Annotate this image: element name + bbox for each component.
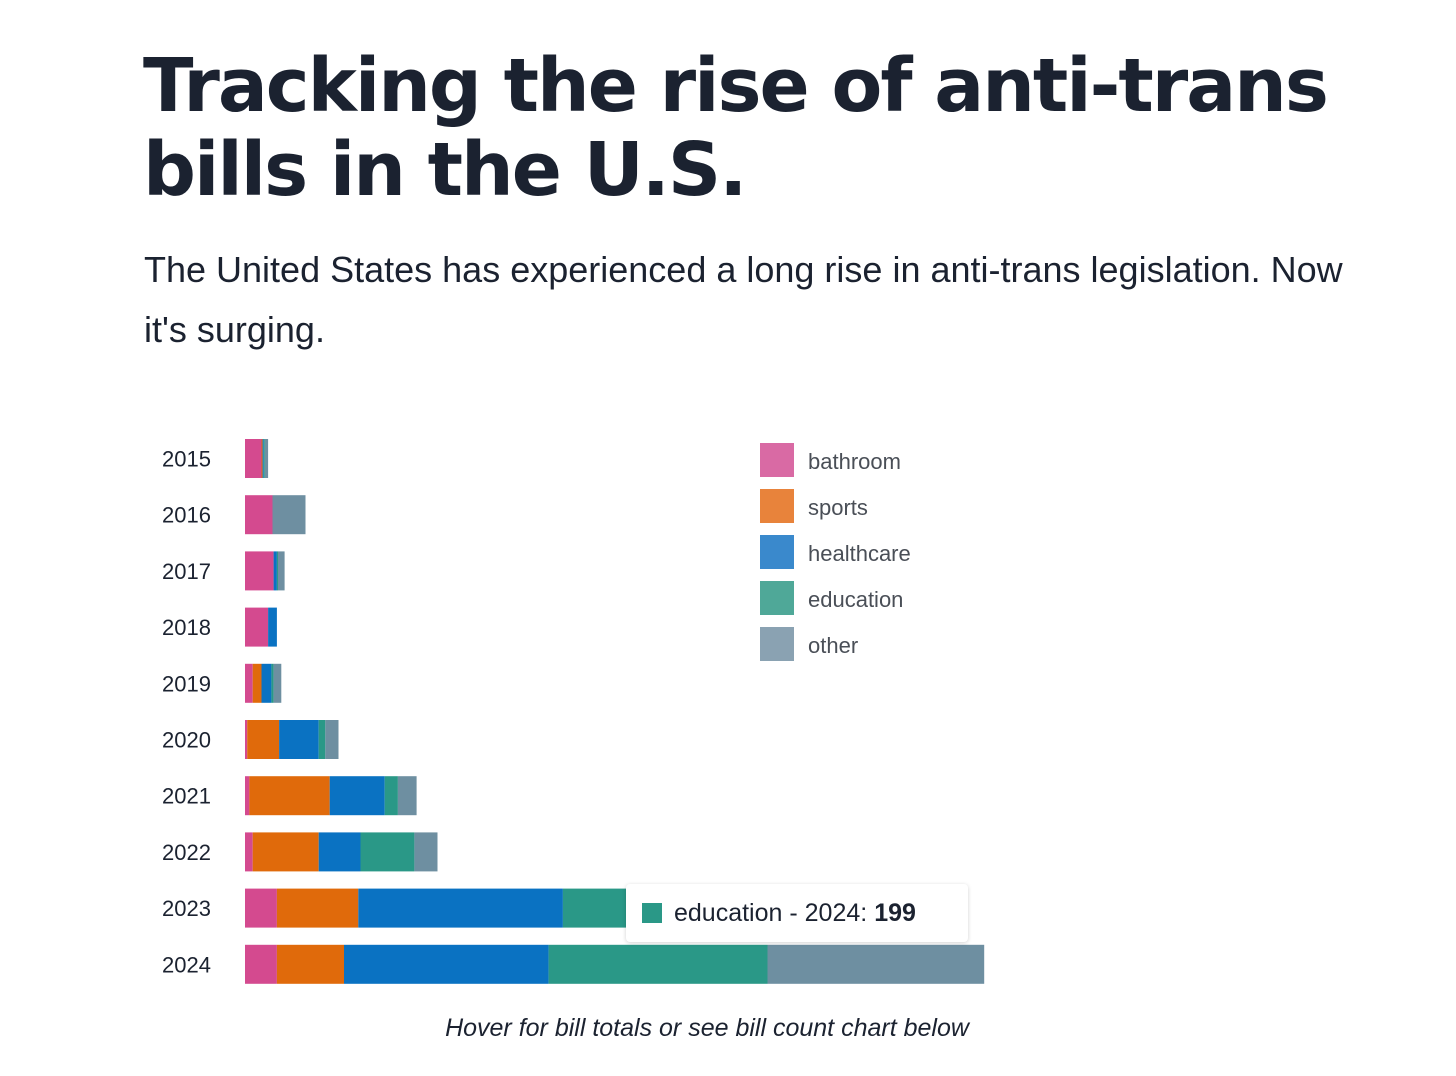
tooltip-category: 2024 <box>804 898 861 927</box>
bar-bathroom-2022[interactable] <box>245 832 253 872</box>
bar-healthcare-2024[interactable] <box>344 944 549 984</box>
legend-swatch-bathroom <box>760 443 794 477</box>
year-label-2023: 2023 <box>162 896 211 921</box>
legend: bathroom sports healthcare education other <box>760 443 911 661</box>
bar-education-2015[interactable] <box>263 439 265 478</box>
bar-other-2024[interactable] <box>767 944 985 984</box>
bar-bathroom-2020[interactable] <box>245 720 248 759</box>
year-labels: 2015 2016 2017 2018 2019 2020 2021 2022 2023 2024 <box>162 447 211 978</box>
tooltip-value: 199 <box>874 898 916 927</box>
legend-label-other: other <box>808 633 858 658</box>
bar-education-2024[interactable] <box>548 944 768 984</box>
bar-sports-2020[interactable] <box>247 720 280 759</box>
bar-healthcare-2021[interactable] <box>329 776 385 816</box>
bar-bathroom-2018[interactable] <box>245 607 269 647</box>
legend-label-bathroom: bathroom <box>808 449 901 474</box>
year-label-2018: 2018 <box>162 615 211 640</box>
bar-bathroom-2017[interactable] <box>245 551 274 591</box>
legend-label-healthcare: healthcare <box>808 541 911 566</box>
bar-healthcare-2022[interactable] <box>318 832 361 872</box>
bar-other-2021[interactable] <box>397 776 417 816</box>
bar-sports-2015[interactable] <box>261 439 263 478</box>
page-title: Tracking the rise of anti-trans bills in… <box>143 43 1329 213</box>
legend-swatch-healthcare <box>760 535 794 569</box>
bar-healthcare-2020[interactable] <box>279 720 319 759</box>
legend-swatch-sports <box>760 489 794 523</box>
bar-education-2021[interactable] <box>384 776 398 816</box>
bar-healthcare-2017[interactable] <box>273 551 277 591</box>
legend-swatch-education <box>760 581 794 615</box>
bar-education-2019[interactable] <box>271 663 274 703</box>
bar-sports-2019[interactable] <box>252 663 262 703</box>
bar-sports-2022[interactable] <box>252 832 319 872</box>
bar-bathroom-2023[interactable] <box>245 888 277 928</box>
year-label-2016: 2016 <box>162 503 211 528</box>
legend-label-sports: sports <box>808 495 868 520</box>
tooltip-separator: - <box>782 898 805 927</box>
year-label-2022: 2022 <box>162 840 211 865</box>
year-label-2015: 2015 <box>162 447 211 472</box>
bar-healthcare-2015[interactable] <box>262 439 264 478</box>
bar-bathroom-2024[interactable] <box>245 944 277 984</box>
bar-bathroom-2021[interactable] <box>245 776 250 816</box>
bar-sports-2023[interactable] <box>276 888 359 928</box>
year-label-2020: 2020 <box>162 728 211 753</box>
year-label-2021: 2021 <box>162 784 211 809</box>
bar-healthcare-2018[interactable] <box>268 607 277 647</box>
bar-healthcare-2019[interactable] <box>261 663 272 703</box>
bar-sports-2024[interactable] <box>276 944 344 984</box>
chart-note: Hover for bill totals or see bill count … <box>445 1014 969 1042</box>
subtitle: The United States has experienced a long… <box>144 249 1343 350</box>
bar-other-2019[interactable] <box>273 663 282 703</box>
hover-tooltip: education - 2024: 199 <box>626 884 968 942</box>
bar-education-2022[interactable] <box>360 832 415 872</box>
bar-sports-2021[interactable] <box>249 776 330 816</box>
year-label-2024: 2024 <box>162 952 211 977</box>
bar-education-2020[interactable] <box>318 720 326 759</box>
bar-other-2016[interactable] <box>272 495 306 535</box>
bar-healthcare-2023[interactable] <box>358 888 563 928</box>
tooltip-swatch <box>642 903 662 923</box>
bar-bathroom-2015[interactable] <box>245 439 262 478</box>
bar-other-2022[interactable] <box>414 832 438 872</box>
bar-other-2015[interactable] <box>264 439 269 478</box>
bar-other-2017[interactable] <box>278 551 285 591</box>
legend-swatch-other <box>760 627 794 661</box>
year-label-2019: 2019 <box>162 671 211 696</box>
legend-label-education: education <box>808 587 903 612</box>
year-label-2017: 2017 <box>162 559 211 584</box>
tooltip-colon: : <box>860 898 875 927</box>
tooltip-series: education <box>674 898 783 927</box>
bar-bathroom-2019[interactable] <box>245 663 253 703</box>
bar-other-2020[interactable] <box>325 720 339 759</box>
bar-education-2017[interactable] <box>276 551 278 591</box>
bar-bathroom-2016[interactable] <box>245 495 273 535</box>
